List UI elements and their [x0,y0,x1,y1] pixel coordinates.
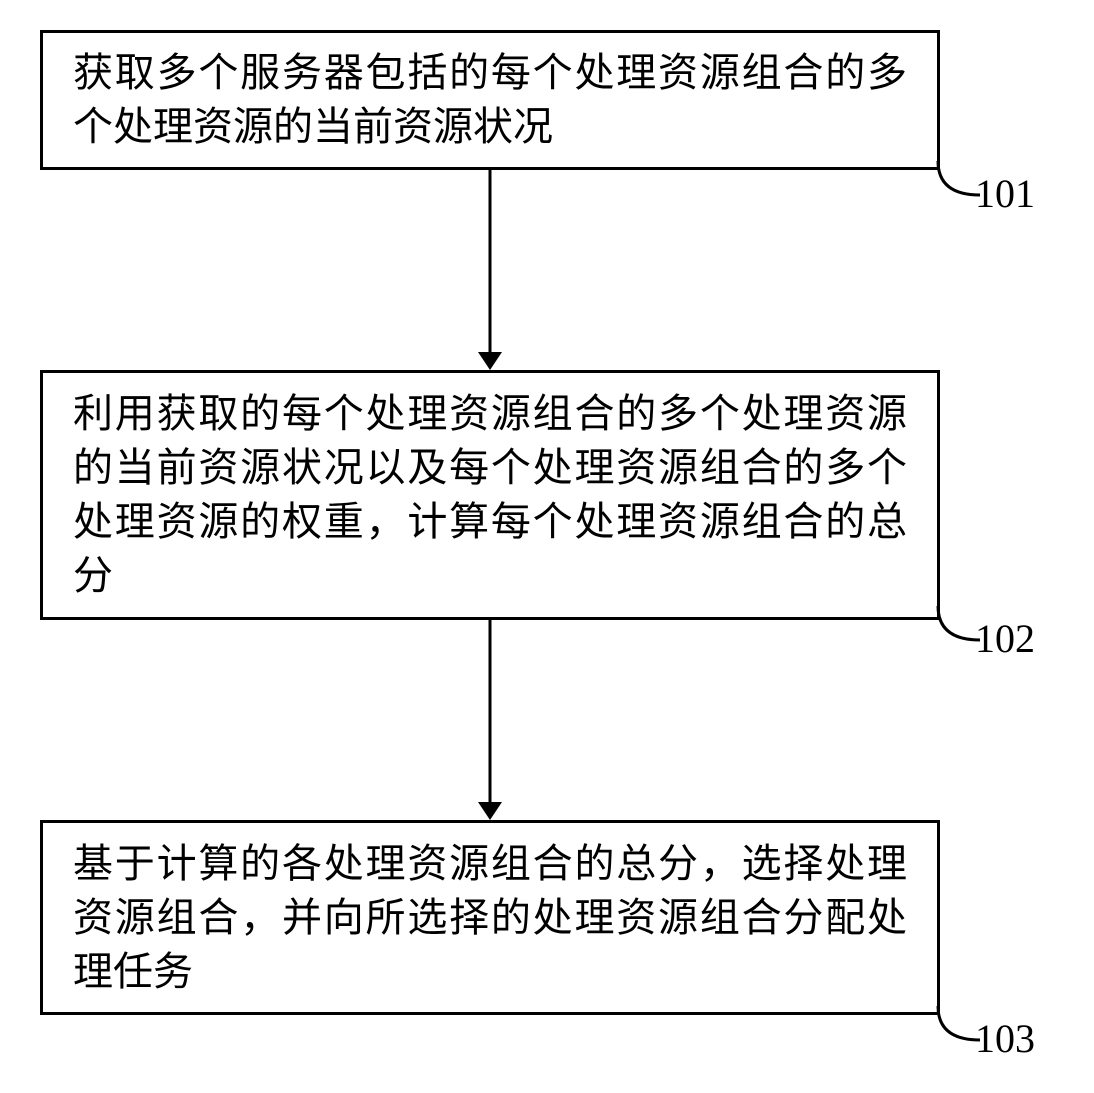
step-label-1: 101 [975,170,1035,217]
arrow-2-3-head [478,802,502,820]
flow-step-1: 获取多个服务器包括的每个处理资源组合的多个处理资源的当前资源状况 [40,30,940,170]
flow-step-1-text: 获取多个服务器包括的每个处理资源组合的多个处理资源的当前资源状况 [73,46,907,154]
flowchart-container: 获取多个服务器包括的每个处理资源组合的多个处理资源的当前资源状况 101 利用获… [0,0,1094,1093]
arrow-1-2-line [489,170,492,355]
arrow-1-2-head [478,352,502,370]
flow-step-2: 利用获取的每个处理资源组合的多个处理资源的当前资源状况以及每个处理资源组合的多个… [40,370,940,620]
arrow-2-3-line [489,620,492,805]
flow-step-3-text: 基于计算的各处理资源组合的总分，选择处理资源组合，并向所选择的处理资源组合分配处… [73,837,907,999]
step-label-2: 102 [975,615,1035,662]
flow-step-2-text: 利用获取的每个处理资源组合的多个处理资源的当前资源状况以及每个处理资源组合的多个… [73,387,907,603]
flow-step-3: 基于计算的各处理资源组合的总分，选择处理资源组合，并向所选择的处理资源组合分配处… [40,820,940,1015]
step-label-3: 103 [975,1015,1035,1062]
